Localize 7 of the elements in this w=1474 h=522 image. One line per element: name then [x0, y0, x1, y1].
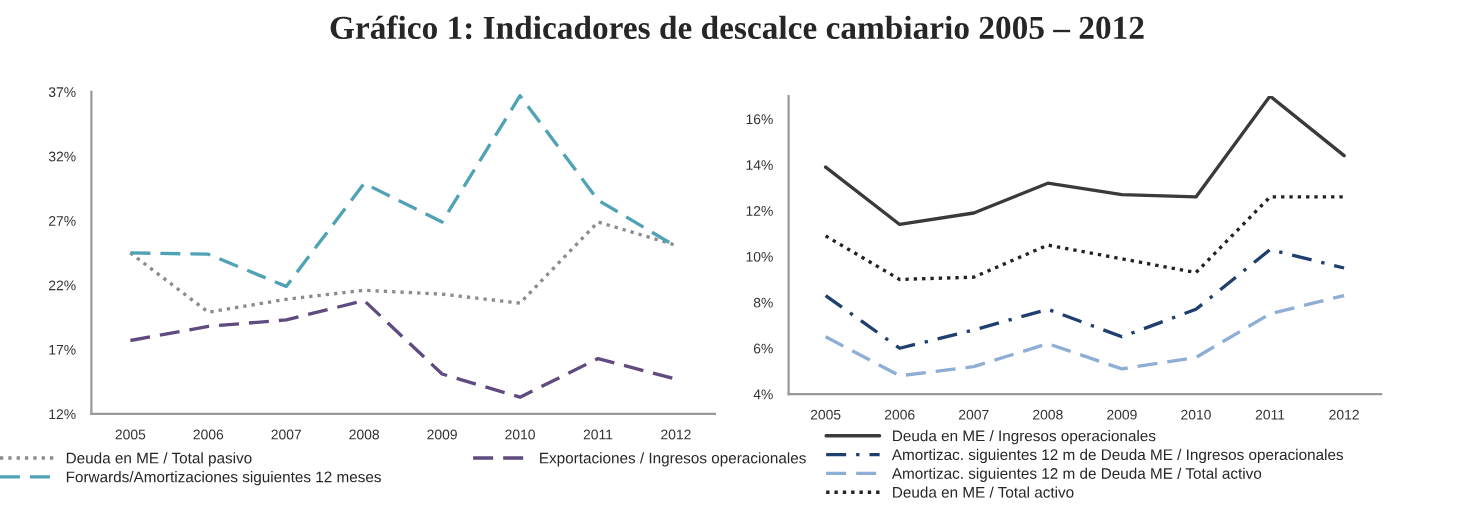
line-series [128, 220, 678, 314]
line-series [823, 195, 1346, 282]
chart-title: Gráfico 1: Indicadores de descalce cambiario 2005 – 2012 [330, 15, 1144, 40]
line-series [128, 298, 678, 399]
line-series [823, 96, 1346, 227]
line-series [823, 247, 1346, 350]
line-series [823, 293, 1346, 378]
